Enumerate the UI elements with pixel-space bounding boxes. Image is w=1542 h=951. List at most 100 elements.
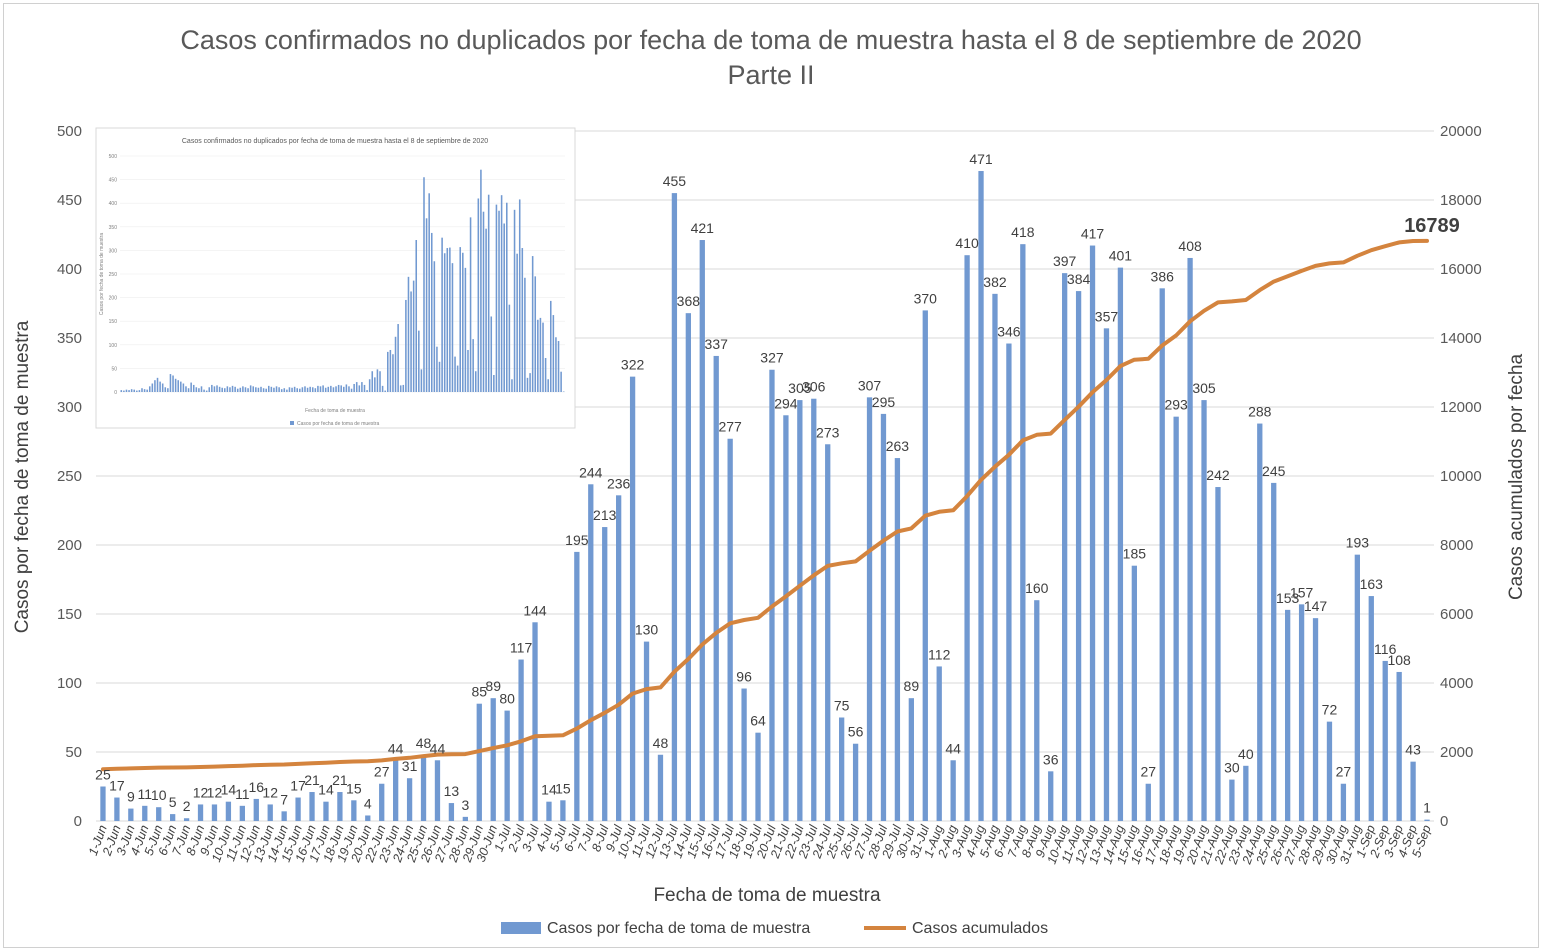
bar xyxy=(1326,721,1333,821)
bar xyxy=(727,438,733,821)
inset-legend-label: Casos por fecha de toma de muestra xyxy=(297,421,379,427)
bar-data-label: 27 xyxy=(1140,764,1156,780)
bar-data-label: 13 xyxy=(444,783,460,799)
y-tick-label: 0 xyxy=(74,813,82,830)
bar-data-label: 273 xyxy=(816,424,840,440)
bar-data-label: 410 xyxy=(955,235,979,251)
inset-bar xyxy=(500,195,503,392)
bar xyxy=(337,792,343,821)
inset-bar xyxy=(405,299,407,392)
inset-bar xyxy=(224,388,226,392)
bar xyxy=(1229,779,1235,821)
inset-bar xyxy=(521,248,524,392)
bar xyxy=(1285,609,1291,821)
bar xyxy=(420,754,427,821)
inset-y-tick-label: 400 xyxy=(109,201,118,207)
inset-bar xyxy=(433,261,436,392)
inset-bar xyxy=(195,387,198,392)
legend-label-line: Casos acumulados xyxy=(912,920,1048,937)
bar-data-label: 293 xyxy=(1164,397,1188,413)
inset-bar xyxy=(340,385,342,392)
inset-bar xyxy=(231,385,234,392)
inset-bar xyxy=(218,386,221,392)
inset-bar xyxy=(273,387,275,392)
inset-bar xyxy=(324,387,327,392)
bar-data-label: 1 xyxy=(1423,800,1431,816)
bar-data-label: 195 xyxy=(565,532,589,548)
inset-bar xyxy=(480,169,482,392)
inset-bar xyxy=(462,252,464,392)
bar-data-label: 236 xyxy=(607,475,631,491)
inset-bar xyxy=(353,383,355,392)
bar xyxy=(197,804,204,821)
inset-bar xyxy=(200,386,203,392)
bar-data-label: 153 xyxy=(1276,590,1300,606)
inset-bar xyxy=(226,386,229,392)
bar-data-label: 48 xyxy=(653,735,669,751)
inset-bar xyxy=(552,315,555,392)
bar xyxy=(267,804,273,821)
inset-bar xyxy=(167,388,169,392)
bar xyxy=(462,816,468,821)
bar xyxy=(713,355,719,821)
inset-bar xyxy=(242,386,244,392)
chart-title: Casos confirmados no duplicados por fech… xyxy=(180,25,1361,55)
bar-data-label: 40 xyxy=(1238,746,1254,762)
bar xyxy=(1020,244,1026,821)
bar xyxy=(490,698,496,821)
inset-bar xyxy=(345,384,348,392)
bar-data-label: 147 xyxy=(1304,598,1328,614)
inset-bar xyxy=(477,198,480,392)
bar-data-label: 130 xyxy=(635,622,659,638)
inset-bar xyxy=(319,386,322,392)
bar xyxy=(114,797,120,821)
inset-bar xyxy=(542,322,544,392)
inset-bar xyxy=(387,351,389,392)
bar xyxy=(393,760,399,821)
inset-bar xyxy=(498,210,500,392)
inset-bar xyxy=(410,291,412,392)
inset-bar xyxy=(394,336,397,392)
y-tick-label: 450 xyxy=(57,192,82,209)
y-tick-label: 350 xyxy=(57,330,82,347)
inset-bar xyxy=(384,390,386,392)
inset-bar xyxy=(260,386,262,392)
bar-data-label: 305 xyxy=(788,380,812,396)
inset-bar xyxy=(123,390,125,392)
inset-bar xyxy=(513,209,516,392)
inset-chart-image: Casos confirmados no duplicados por fech… xyxy=(95,127,576,429)
inset-bar xyxy=(423,177,425,392)
bar xyxy=(1145,783,1151,821)
inset-bar xyxy=(159,381,161,392)
bar-data-label: 327 xyxy=(760,350,784,366)
inset-bar xyxy=(392,354,394,392)
bar-data-label: 213 xyxy=(593,507,617,523)
inset-bar xyxy=(146,389,148,392)
bar xyxy=(1382,660,1388,821)
inset-bar xyxy=(335,386,337,392)
inset-bar xyxy=(169,374,172,392)
bar-data-label: 80 xyxy=(499,691,515,707)
bar xyxy=(1034,600,1040,821)
inset-bar xyxy=(441,237,443,392)
bar xyxy=(797,400,803,821)
bar-data-label: 244 xyxy=(579,464,603,480)
inset-bar xyxy=(138,390,141,392)
inset-y-tick-label: 150 xyxy=(109,319,118,325)
inset-bar xyxy=(337,384,340,392)
inset-bar xyxy=(454,356,456,392)
inset-bar xyxy=(304,386,306,392)
bar-data-label: 418 xyxy=(1011,224,1035,240)
inset-bar xyxy=(322,385,324,392)
bar xyxy=(546,801,552,821)
bar xyxy=(365,815,371,821)
inset-bar xyxy=(361,382,363,392)
inset-bar xyxy=(381,385,384,392)
inset-bar xyxy=(296,388,298,392)
bar-data-label: 25 xyxy=(95,767,111,783)
bar xyxy=(671,193,678,822)
bar-data-label: 14 xyxy=(318,782,334,798)
inset-bar xyxy=(506,202,508,392)
bar xyxy=(225,801,232,821)
bar xyxy=(239,805,245,821)
